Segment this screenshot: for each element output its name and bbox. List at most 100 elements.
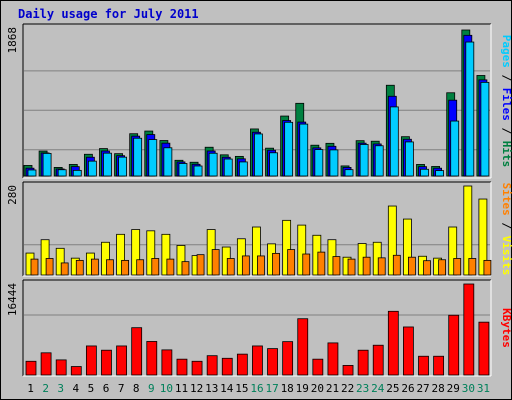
bar-visits-day-10 <box>161 233 171 276</box>
x-tick-label-day-23: 23 <box>356 382 369 395</box>
bar-pages-day-3 <box>57 169 67 177</box>
bar-pages-day-6 <box>103 152 112 177</box>
bar-sites-day-29 <box>453 258 462 276</box>
bar-kbytes-day-14 <box>221 357 233 376</box>
series-label-visits: Visits <box>500 236 512 276</box>
x-tick-label-day-22: 22 <box>341 382 354 395</box>
x-tick-label-day-9: 9 <box>148 382 155 395</box>
x-tick-label-day-13: 13 <box>205 382 218 395</box>
bar-sites-day-11 <box>181 261 190 276</box>
panel-1-ymax-label: 1868 <box>6 27 19 54</box>
bar-visits-day-19 <box>297 224 307 276</box>
bar-sites-day-7 <box>121 259 129 276</box>
bar-sites-day-16 <box>257 255 265 276</box>
bar-pages-day-31 <box>480 81 490 177</box>
bar-pages-day-26 <box>405 141 414 177</box>
bar-kbytes-day-28 <box>433 355 445 376</box>
bar-visits-day-18 <box>282 219 292 276</box>
bar-sites-day-25 <box>392 254 401 276</box>
bar-kbytes-day-29 <box>448 314 460 376</box>
bar-sites-day-21 <box>332 256 341 276</box>
bar-pages-day-4 <box>72 169 82 177</box>
bar-kbytes-day-23 <box>357 349 369 376</box>
bar-kbytes-day-10 <box>161 349 173 376</box>
bar-pages-day-9 <box>148 139 158 177</box>
bar-visits-day-2 <box>40 239 50 276</box>
x-tick-label-day-17: 17 <box>265 382 278 395</box>
bar-pages-day-21 <box>329 149 339 177</box>
chart-title: Daily usage for July 2011 <box>18 7 199 21</box>
bar-pages-day-11 <box>178 163 188 177</box>
bar-kbytes-day-12 <box>191 360 203 376</box>
bar-pages-day-7 <box>118 156 127 177</box>
bar-sites-day-26 <box>408 256 416 276</box>
x-tick-label-day-6: 6 <box>103 382 110 395</box>
bar-kbytes-day-11 <box>176 358 188 376</box>
bar-visits-day-7 <box>116 233 125 276</box>
bar-visits-day-25 <box>387 205 397 276</box>
bar-sites-day-31 <box>483 259 492 276</box>
panel-2-series-label: Sites / Visits <box>500 183 512 276</box>
x-tick-label-day-18: 18 <box>281 382 294 395</box>
bar-pages-day-30 <box>465 41 475 177</box>
bar-pages-day-25 <box>389 106 399 177</box>
x-tick-label-day-24: 24 <box>371 382 385 395</box>
bar-sites-day-5 <box>90 258 99 276</box>
x-tick-label-day-7: 7 <box>118 382 125 395</box>
bar-sites-day-23 <box>362 256 371 276</box>
x-tick-label-day-20: 20 <box>311 382 324 395</box>
bar-visits-day-29 <box>448 226 458 276</box>
bar-kbytes-day-21 <box>327 342 339 376</box>
bar-pages-day-16 <box>254 133 263 177</box>
x-tick-label-day-14: 14 <box>220 382 234 395</box>
bar-sites-day-20 <box>317 251 326 276</box>
bar-kbytes-day-31 <box>478 321 490 376</box>
bar-pages-day-20 <box>314 149 324 177</box>
bar-pages-day-8 <box>133 137 143 177</box>
bar-visits-day-8 <box>131 229 141 276</box>
x-tick-label-day-11: 11 <box>175 382 188 395</box>
bar-kbytes-day-27 <box>418 355 429 376</box>
panel-3-ymax-label: 16444 <box>6 283 19 316</box>
bar-sites-day-1 <box>30 258 39 276</box>
panel-3-series-label: KBytes <box>500 308 512 348</box>
bar-visits-day-30 <box>463 185 473 276</box>
bar-pages-day-23 <box>359 144 369 177</box>
bar-kbytes-day-26 <box>403 326 414 376</box>
bar-sites-day-13 <box>211 249 220 276</box>
bar-pages-day-28 <box>435 170 445 177</box>
bar-kbytes-day-4 <box>70 366 82 376</box>
bar-sites-day-24 <box>377 257 386 276</box>
x-tick-label-day-26: 26 <box>401 382 414 395</box>
bar-sites-day-15 <box>241 255 250 276</box>
x-tick-label-day-29: 29 <box>447 382 460 395</box>
bar-sites-day-4 <box>75 259 84 276</box>
bar-pages-day-14 <box>223 158 233 177</box>
x-tick-label-day-3: 3 <box>57 382 64 395</box>
x-tick-label-day-27: 27 <box>416 382 429 395</box>
series-label-sites: Sites <box>500 183 512 216</box>
x-tick-label-day-4: 4 <box>73 382 80 395</box>
bar-visits-day-6 <box>101 241 110 276</box>
x-tick-label-day-30: 30 <box>462 382 475 395</box>
bar-kbytes-day-5 <box>85 345 97 376</box>
bar-pages-day-29 <box>450 120 460 177</box>
bar-kbytes-day-16 <box>252 345 263 376</box>
bar-sites-day-12 <box>196 254 205 276</box>
bar-sites-day-19 <box>302 253 311 276</box>
x-tick-label-day-10: 10 <box>160 382 173 395</box>
bar-pages-day-17 <box>269 152 278 177</box>
x-tick-label-day-12: 12 <box>190 382 203 395</box>
bar-pages-day-1 <box>27 169 37 177</box>
bar-sites-day-2 <box>45 258 54 276</box>
bar-kbytes-day-6 <box>101 349 112 376</box>
bar-sites-day-10 <box>166 258 175 276</box>
bar-pages-day-27 <box>420 168 429 177</box>
x-tick-label-day-25: 25 <box>386 382 399 395</box>
bar-sites-day-30 <box>468 258 477 276</box>
x-tick-label-day-5: 5 <box>88 382 95 395</box>
bar-pages-day-22 <box>344 169 354 177</box>
bar-sites-day-17 <box>272 252 280 276</box>
series-label-files: Files <box>500 88 512 121</box>
